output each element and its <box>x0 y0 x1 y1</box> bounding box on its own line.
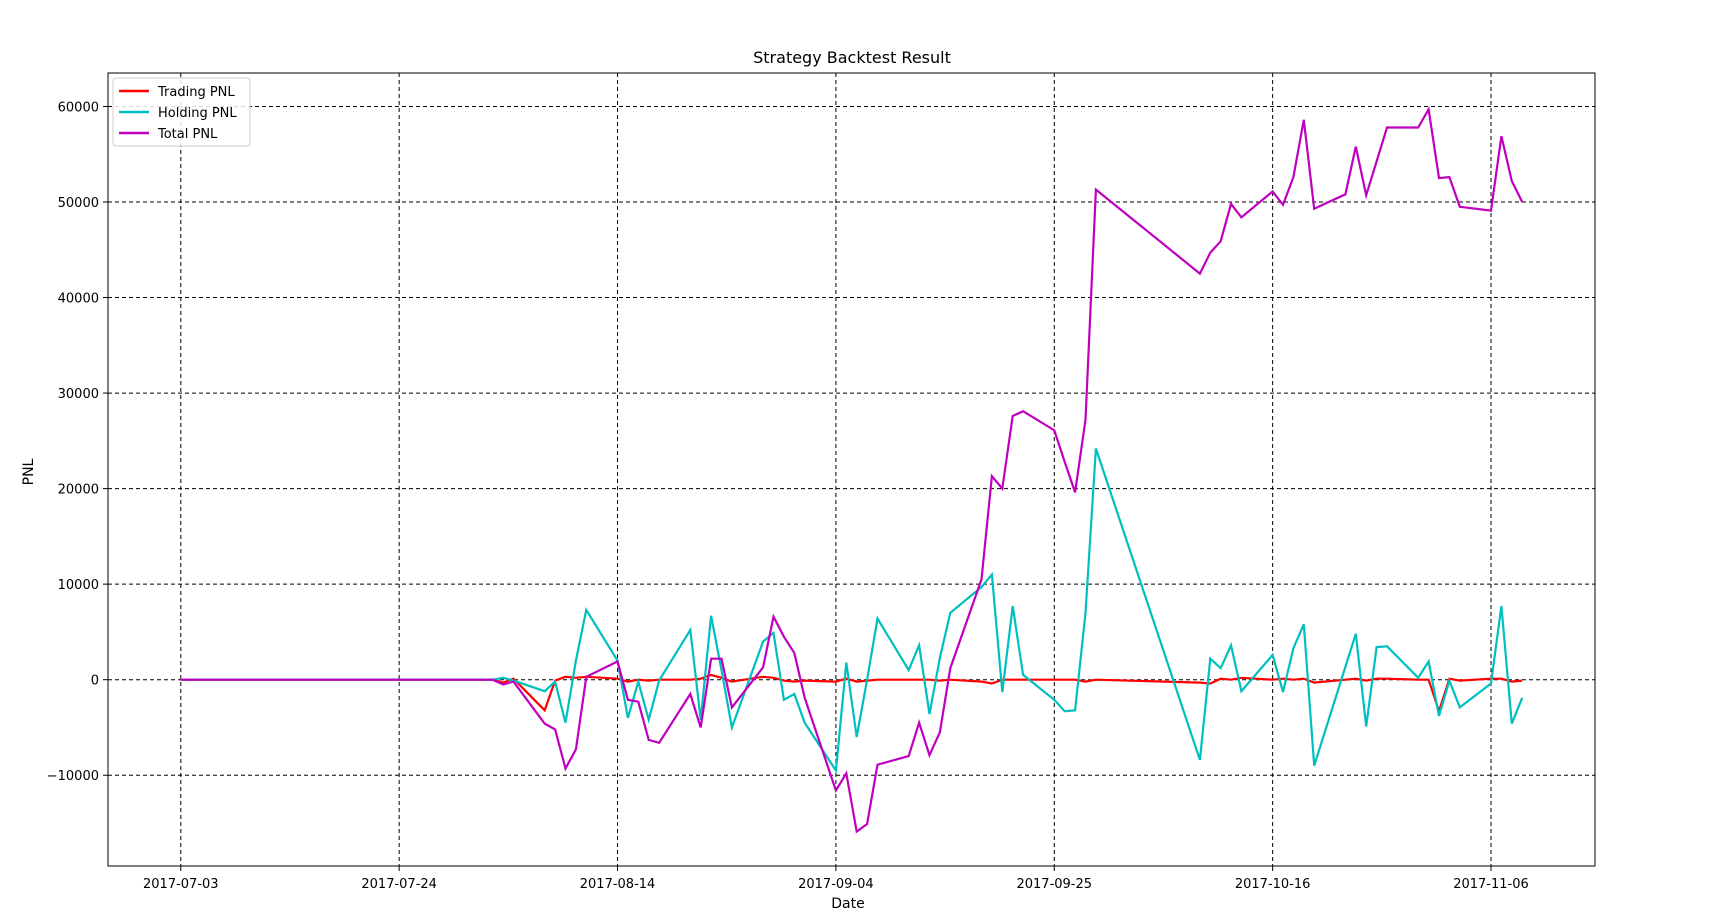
x-tick-label: 2017-11-06 <box>1453 877 1529 892</box>
y-axis-label: PNL <box>21 458 37 485</box>
legend-label-total-pnl: Total PNL <box>157 127 218 142</box>
y-tick-label: 50000 <box>58 196 99 211</box>
x-axis-ticks: 2017-07-03 2017-07-24 2017-08-14 2017-09-04… <box>143 866 1529 892</box>
series-line-total-pnl <box>180 106 1524 834</box>
x-tick-label: 2017-07-24 <box>361 877 437 892</box>
x-tick-label: 2017-10-16 <box>1235 877 1311 892</box>
y-tick-label: 0 <box>91 674 99 689</box>
y-tick-label: 20000 <box>58 483 99 498</box>
legend-label-trading-pnl: Trading PNL <box>157 85 235 100</box>
series-line-trading-pnl <box>180 673 1523 715</box>
plot-frame <box>107 72 1596 867</box>
y-axis-ticks: −10000 0 10000 20000 30000 40000 50000 60000 <box>47 100 108 784</box>
y-tick-label: −10000 <box>47 769 99 784</box>
series-lines <box>180 106 1524 834</box>
legend-label-holding-pnl: Holding PNL <box>158 106 237 121</box>
chart-title: Strategy Backtest Result <box>753 48 951 67</box>
y-tick-label: 40000 <box>58 292 99 307</box>
x-tick-label: 2017-08-14 <box>580 877 656 892</box>
x-tick-label: 2017-07-03 <box>143 877 219 892</box>
x-tick-label: 2017-09-25 <box>1016 877 1092 892</box>
legend-box <box>112 77 251 147</box>
y-tick-label: 10000 <box>58 578 99 593</box>
series-line-holding-pnl <box>180 448 1524 774</box>
legend: Trading PNL Holding PNL Total PNL <box>112 77 251 147</box>
y-tick-label: 60000 <box>58 100 99 115</box>
x-tick-label: 2017-09-04 <box>798 877 874 892</box>
grid <box>108 73 1595 866</box>
y-tick-label: 30000 <box>58 387 99 402</box>
x-axis-label: Date <box>831 896 864 912</box>
